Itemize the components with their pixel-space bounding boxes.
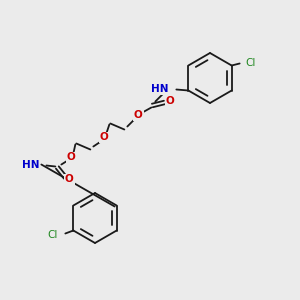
Text: O: O [100,133,109,142]
Text: O: O [65,175,74,184]
Text: Cl: Cl [47,230,57,241]
Text: HN: HN [22,160,39,170]
Text: HN: HN [151,85,168,94]
Text: O: O [166,97,175,106]
Text: Cl: Cl [246,58,256,68]
Text: O: O [67,152,76,163]
Text: O: O [134,110,143,121]
